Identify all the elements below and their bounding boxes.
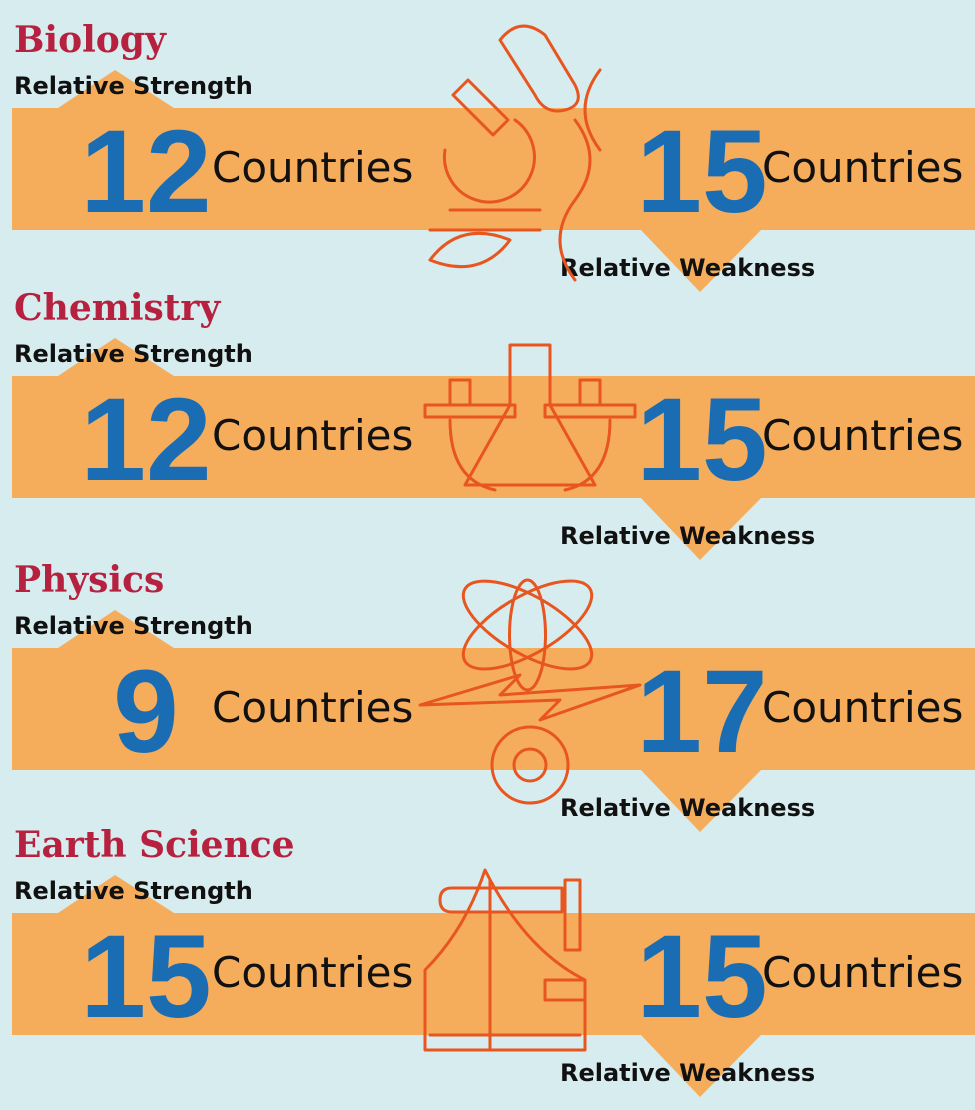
weakness-count: 15 — [636, 911, 767, 1043]
weakness-label: Relative Weakness — [560, 254, 815, 282]
strength-label: Relative Strength — [14, 612, 253, 640]
strength-count: 9 — [113, 646, 179, 778]
weakness-unit: Countries — [762, 683, 963, 732]
strength-count: 12 — [80, 374, 211, 506]
weakness-count: 15 — [636, 374, 767, 506]
section-title: Physics — [14, 559, 164, 601]
weakness-label: Relative Weakness — [560, 794, 815, 822]
strength-unit: Countries — [212, 143, 413, 192]
weakness-unit: Countries — [762, 143, 963, 192]
section-title: Earth Science — [14, 824, 295, 866]
weakness-label: Relative Weakness — [560, 1059, 815, 1087]
strength-unit: Countries — [212, 683, 413, 732]
section-title: Chemistry — [14, 287, 221, 329]
section-title: Biology — [14, 19, 167, 61]
weakness-count: 15 — [636, 106, 767, 238]
weakness-count: 17 — [636, 646, 767, 778]
strength-label: Relative Strength — [14, 72, 253, 100]
infographic: BiologyRelative Strength12Countries15Cou… — [0, 0, 975, 1110]
weakness-unit: Countries — [762, 948, 963, 997]
strength-unit: Countries — [212, 411, 413, 460]
weakness-label: Relative Weakness — [560, 522, 815, 550]
strength-label: Relative Strength — [14, 877, 253, 905]
strength-label: Relative Strength — [14, 340, 253, 368]
strength-unit: Countries — [212, 948, 413, 997]
strength-count: 12 — [80, 106, 211, 238]
weakness-unit: Countries — [762, 411, 963, 460]
strength-count: 15 — [80, 911, 211, 1043]
page: BiologyRelative Strength12Countries15Cou… — [0, 0, 975, 1110]
